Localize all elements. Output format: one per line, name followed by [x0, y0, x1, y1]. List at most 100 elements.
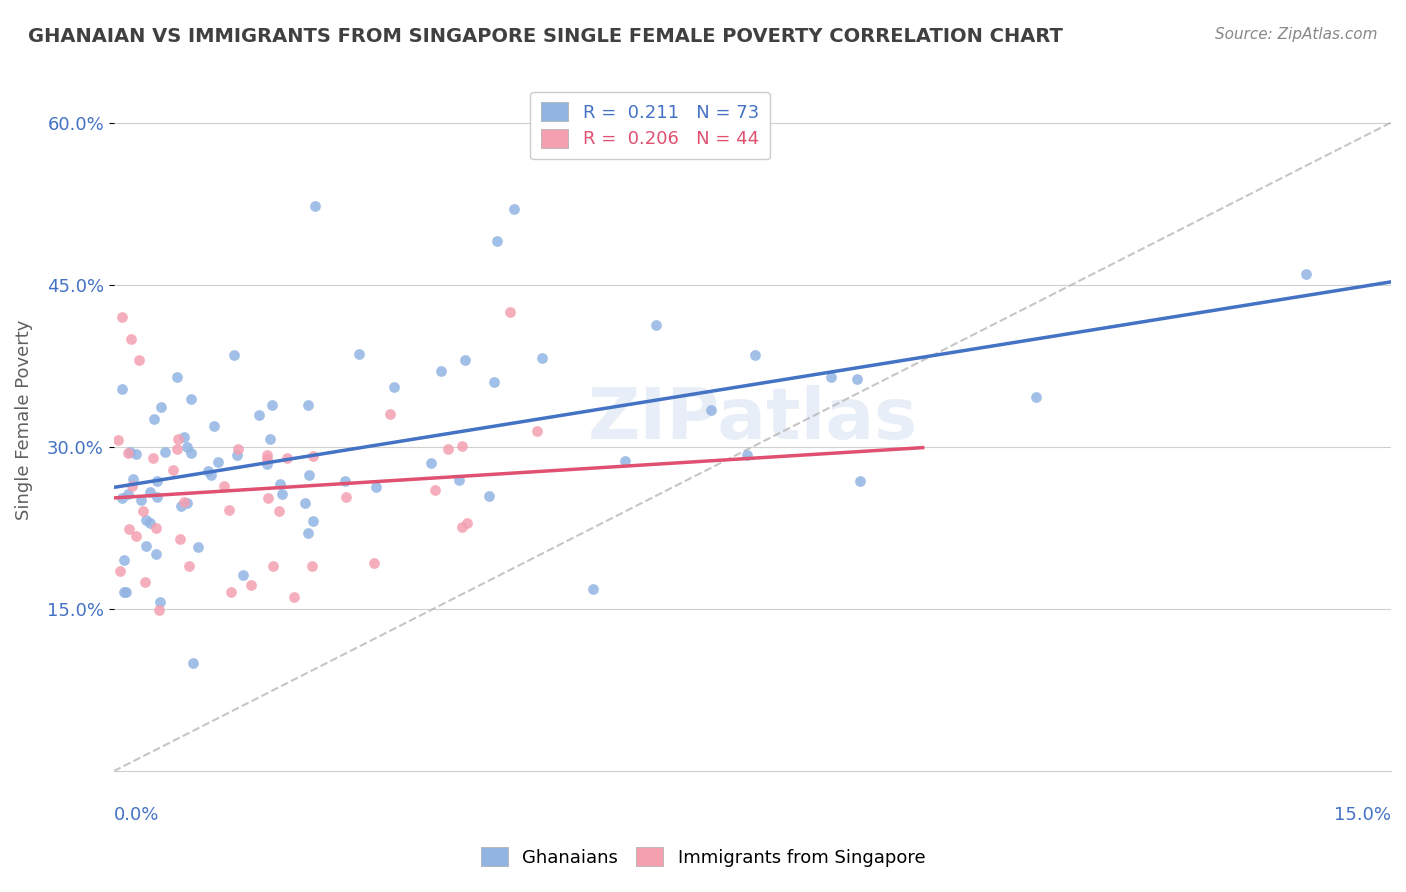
Point [271, 487, 294, 501]
Point [128, 353, 150, 368]
Point [166, 370, 188, 384]
Point [218, 503, 240, 517]
Point [226, 448, 249, 462]
Point [1025, 391, 1047, 405]
Point [262, 398, 284, 412]
Point [111, 382, 134, 396]
Point [256, 448, 278, 462]
Point [820, 370, 842, 384]
Point [224, 348, 246, 362]
Point [437, 442, 460, 456]
Point [173, 495, 195, 509]
Point [335, 491, 357, 505]
Point [120, 332, 142, 346]
Point [267, 504, 290, 518]
Point [176, 440, 198, 454]
Point [447, 474, 470, 488]
Point [173, 430, 195, 444]
Point [135, 539, 157, 553]
Point [526, 424, 548, 438]
Point [197, 464, 219, 478]
Point [226, 442, 249, 456]
Point [117, 446, 139, 460]
Point [142, 412, 165, 426]
Point [170, 499, 193, 513]
Point [207, 455, 229, 469]
Point [451, 439, 474, 453]
Point [478, 489, 501, 503]
Point [247, 409, 270, 423]
Point [503, 202, 526, 216]
Point [297, 398, 319, 412]
Point [162, 463, 184, 477]
Point [181, 656, 204, 670]
Point [139, 516, 162, 531]
Point [582, 582, 605, 597]
Point [120, 445, 142, 459]
Point [186, 540, 208, 554]
Point [148, 603, 170, 617]
Point [735, 448, 758, 462]
Point [176, 496, 198, 510]
Point [304, 199, 326, 213]
Point [111, 491, 134, 505]
Point [333, 474, 356, 488]
Point [298, 468, 321, 483]
Point [202, 419, 225, 434]
Point [256, 452, 278, 467]
Point [239, 577, 262, 591]
Point [145, 521, 167, 535]
Point [269, 477, 291, 491]
Point [380, 407, 402, 421]
Point [262, 558, 284, 573]
Point [145, 547, 167, 561]
Point [425, 483, 447, 497]
Point [744, 348, 766, 362]
Point [221, 584, 243, 599]
Point [169, 533, 191, 547]
Point [382, 379, 405, 393]
Point [212, 479, 235, 493]
Point [276, 451, 298, 466]
Point [256, 457, 278, 471]
Y-axis label: Single Female Poverty: Single Female Poverty [15, 319, 32, 520]
Point [302, 514, 325, 528]
Point [364, 480, 387, 494]
Point [613, 454, 636, 468]
Point [146, 474, 169, 488]
Point [135, 513, 157, 527]
Point [283, 590, 305, 604]
Point [112, 552, 135, 566]
Point [180, 392, 202, 406]
Point [153, 445, 176, 459]
Point [118, 522, 141, 536]
Point [166, 442, 188, 457]
Point [139, 484, 162, 499]
Point [131, 493, 153, 508]
Point [297, 526, 319, 541]
Point [301, 559, 323, 574]
Point [146, 490, 169, 504]
Point [177, 559, 200, 574]
Point [1295, 267, 1317, 281]
Point [485, 235, 508, 249]
Point [294, 496, 316, 510]
Point [124, 446, 146, 460]
Point [107, 433, 129, 447]
Point [363, 557, 385, 571]
Point [499, 305, 522, 319]
Point [451, 520, 474, 534]
Point [645, 318, 668, 332]
Point [115, 585, 138, 599]
Point [112, 584, 135, 599]
Point [108, 564, 131, 578]
Text: 0.0%: 0.0% [114, 806, 159, 824]
Point [134, 574, 156, 589]
Point [454, 353, 477, 368]
Point [848, 474, 870, 488]
Point [347, 346, 370, 360]
Point [117, 487, 139, 501]
Text: 15.0%: 15.0% [1334, 806, 1391, 824]
Point [530, 351, 553, 365]
Point [256, 491, 278, 506]
